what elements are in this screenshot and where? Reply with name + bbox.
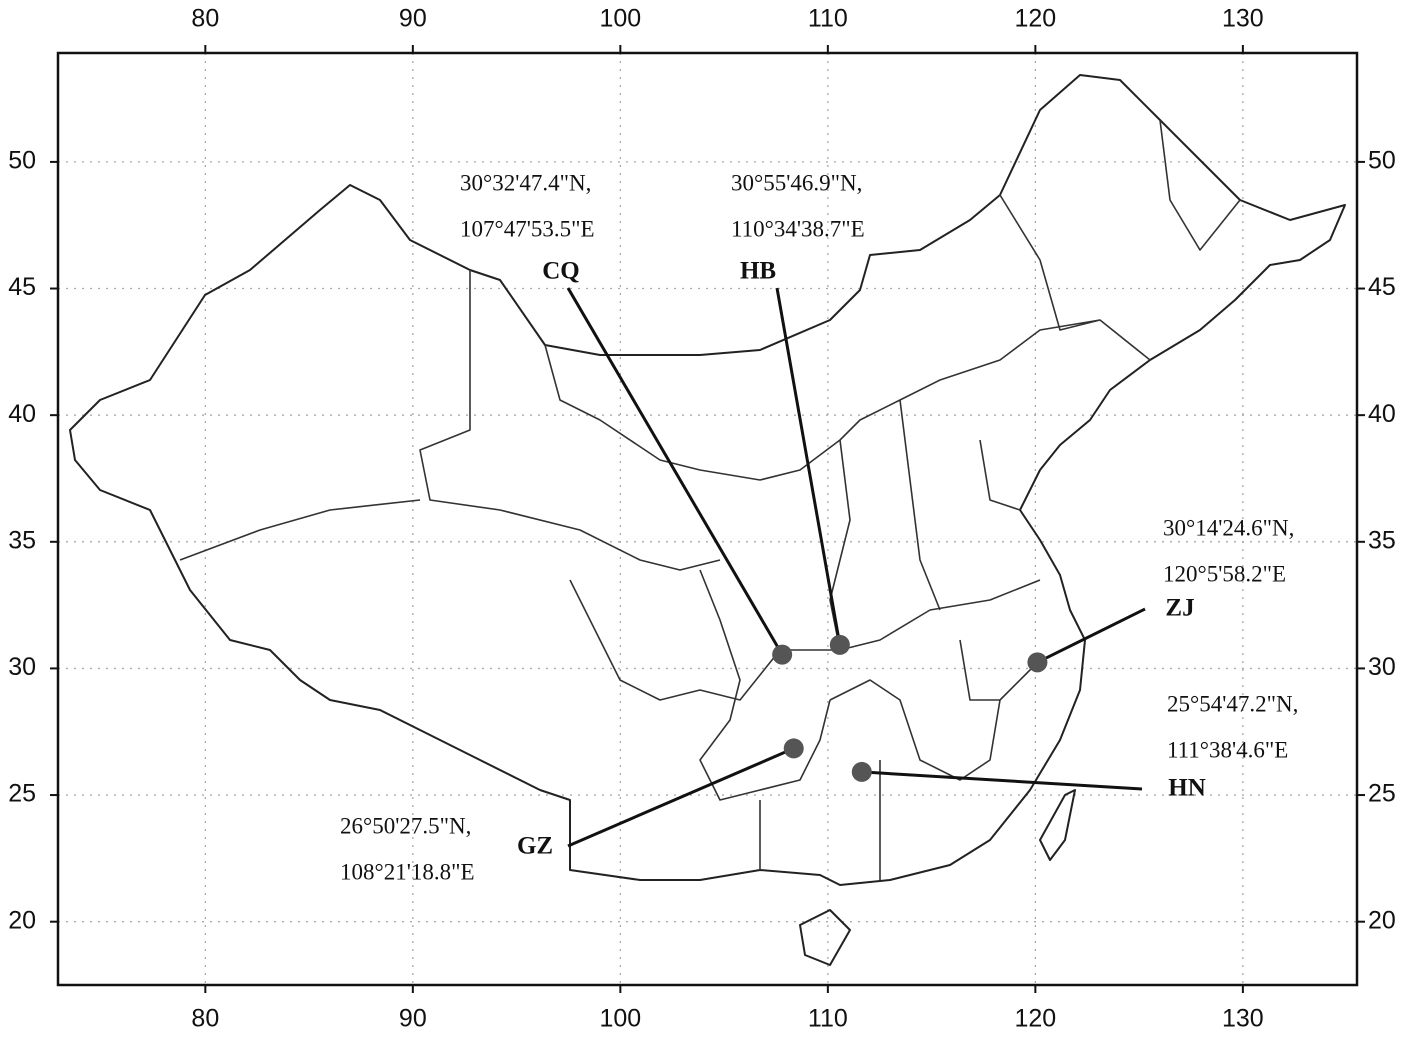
y-tick-label: 40 — [8, 400, 36, 428]
country-outline — [69, 74, 1346, 886]
y-tick-label: 20 — [1368, 906, 1396, 934]
x-tick-label: 80 — [191, 1005, 219, 1033]
leader-line — [861, 770, 1143, 791]
y-tick-label: 35 — [8, 526, 36, 554]
y-tick-label: 50 — [8, 147, 36, 175]
site-coordinate: 26°50'27.5"N, — [340, 813, 471, 838]
ticks: 80 80 90 90 100 100 110 110 120 120 130 130 20 20 25 25… — [8, 5, 1396, 1033]
site-code: GZ — [517, 833, 553, 860]
x-tick-label: 100 — [599, 5, 641, 33]
site-coordinate: 25°54'47.2"N, — [1167, 691, 1298, 716]
x-tick-label: 110 — [808, 5, 848, 33]
site-marker — [851, 761, 872, 782]
y-tick-label: 30 — [8, 653, 36, 681]
y-tick-label: 25 — [1368, 780, 1396, 808]
leader-line — [1036, 607, 1146, 664]
site-marker — [1027, 652, 1048, 673]
land — [69, 74, 1346, 966]
sites: CQ 30°32'47.4"N, 107°47'53.5"E HB 30°55'46.9… — [340, 170, 1298, 884]
site-marker — [829, 634, 850, 655]
x-tick-label: 110 — [808, 1005, 848, 1033]
y-tick-label: 35 — [1368, 526, 1396, 554]
y-tick-label: 40 — [1368, 400, 1396, 428]
site-coordinate: 111°38'4.6"E — [1167, 737, 1288, 762]
site-coordinate: 30°32'47.4"N, — [460, 170, 591, 195]
taiwan-outline — [1039, 789, 1076, 861]
site-coordinate: 30°14'24.6"N, — [1163, 515, 1294, 540]
x-tick-label: 90 — [399, 1005, 427, 1033]
y-tick-label: 50 — [1368, 147, 1396, 175]
x-tick-label: 90 — [399, 5, 427, 33]
x-tick-label: 80 — [191, 5, 219, 33]
hainan-outline — [799, 909, 851, 966]
site-coordinate: 110°34'38.7"E — [731, 216, 865, 241]
y-tick-label: 25 — [8, 780, 36, 808]
y-tick-label: 45 — [1368, 273, 1396, 301]
site-code: ZJ — [1165, 595, 1194, 622]
y-tick-label: 20 — [8, 906, 36, 934]
site-coordinate: 30°55'46.9"N, — [731, 170, 862, 195]
site-coordinate: 108°21'18.8"E — [340, 859, 475, 884]
site-marker — [772, 644, 793, 665]
y-tick-label: 45 — [8, 273, 36, 301]
site-coordinate: 120°5'58.2"E — [1163, 561, 1286, 586]
x-tick-label: 120 — [1015, 1005, 1057, 1033]
x-tick-label: 130 — [1222, 1005, 1264, 1033]
leader-line — [775, 287, 842, 646]
site-code: HN — [1168, 775, 1206, 802]
leader-line — [567, 747, 795, 848]
site-coordinate: 107°47'53.5"E — [460, 216, 595, 241]
province-lines — [179, 119, 1241, 880]
site-marker — [783, 738, 804, 759]
x-tick-label: 130 — [1222, 5, 1264, 33]
x-tick-label: 100 — [599, 1005, 641, 1033]
site-code: HB — [740, 258, 776, 285]
site-code: CQ — [542, 258, 580, 285]
y-tick-label: 30 — [1368, 653, 1396, 681]
grid — [58, 53, 1357, 985]
x-tick-label: 120 — [1015, 5, 1057, 33]
frame — [56, 51, 1359, 987]
leader-line — [566, 287, 784, 656]
